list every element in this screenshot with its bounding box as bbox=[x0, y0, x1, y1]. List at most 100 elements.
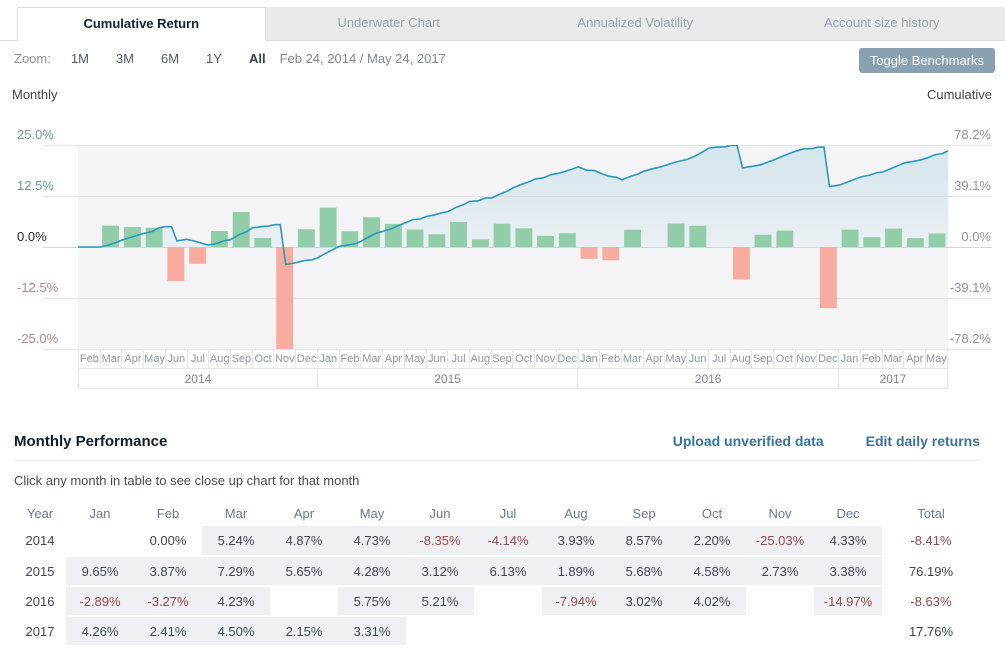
perf-month-cell[interactable]: -7.94% bbox=[542, 586, 610, 616]
perf-month-cell[interactable]: 4.23% bbox=[202, 586, 270, 616]
perf-month-cell[interactable]: 9.65% bbox=[66, 556, 134, 586]
perf-month-cell[interactable]: 2.41% bbox=[134, 616, 202, 646]
x-axis-month-label: Mar bbox=[621, 349, 643, 368]
perf-month-cell[interactable]: 2.20% bbox=[678, 526, 746, 556]
perf-month-cell[interactable]: 4.28% bbox=[338, 556, 406, 586]
perf-month-cell[interactable]: 3.38% bbox=[814, 556, 882, 586]
perf-month-cell bbox=[474, 616, 542, 646]
perf-month-cell[interactable]: 8.57% bbox=[610, 526, 678, 556]
x-axis-month-label: Aug bbox=[469, 349, 491, 368]
perf-month-cell[interactable]: 5.24% bbox=[202, 526, 270, 556]
x-axis-month-label: Apr bbox=[903, 349, 925, 368]
x-axis-month-label: Apr bbox=[121, 349, 143, 368]
perf-month-cell bbox=[270, 586, 338, 616]
zoom-range-1y[interactable]: 1Y bbox=[206, 51, 222, 66]
zoom-range-1m[interactable]: 1M bbox=[71, 51, 89, 66]
tab-cumulative-return[interactable]: Cumulative Return bbox=[17, 7, 266, 41]
monthly-return-bar bbox=[907, 238, 924, 247]
x-axis-month-label: Jul bbox=[708, 349, 730, 368]
perf-month-cell[interactable]: 7.29% bbox=[202, 556, 270, 586]
x-axis-month-label: Sep bbox=[491, 349, 513, 368]
perf-column-header-feb: Feb bbox=[134, 500, 202, 526]
right-axis-tick: -78.2% bbox=[950, 331, 991, 346]
perf-month-cell[interactable]: 3.93% bbox=[542, 526, 610, 556]
perf-month-cell[interactable]: 4.02% bbox=[678, 586, 746, 616]
right-axis-tick: 78.2% bbox=[954, 127, 991, 142]
perf-month-cell[interactable]: 5.21% bbox=[406, 586, 474, 616]
perf-month-cell[interactable]: 5.68% bbox=[610, 556, 678, 586]
edit-daily-returns-link[interactable]: Edit daily returns bbox=[866, 433, 980, 449]
perf-month-cell bbox=[678, 616, 746, 646]
perf-column-header-sep: Sep bbox=[610, 500, 678, 526]
perf-month-cell[interactable]: -8.35% bbox=[406, 526, 474, 556]
zoom-range-6m[interactable]: 6M bbox=[161, 51, 179, 66]
x-axis-year-label: 2017 bbox=[838, 369, 948, 388]
perf-month-cell[interactable]: 5.75% bbox=[338, 586, 406, 616]
monthly-return-bar bbox=[820, 247, 837, 308]
perf-month-cell[interactable]: 3.87% bbox=[134, 556, 202, 586]
tab-underwater-chart[interactable]: Underwater Chart bbox=[266, 7, 513, 40]
perf-month-cell[interactable]: 4.50% bbox=[202, 616, 270, 646]
cumulative-area bbox=[78, 145, 948, 264]
x-axis-month-label: Mar bbox=[100, 349, 122, 368]
x-axis-month-label: May bbox=[925, 349, 948, 368]
perf-month-cell[interactable]: 2.73% bbox=[746, 556, 814, 586]
perf-column-header-mar: Mar bbox=[202, 500, 270, 526]
x-axis-year-label: 2016 bbox=[577, 369, 838, 388]
perf-month-cell[interactable]: -4.14% bbox=[474, 526, 542, 556]
x-axis-year-label: 2014 bbox=[78, 369, 317, 388]
perf-column-header-jun: Jun bbox=[406, 500, 474, 526]
tab-annualized-volatility[interactable]: Annualized Volatility bbox=[512, 7, 759, 40]
perf-month-cell[interactable]: -2.89% bbox=[66, 586, 134, 616]
x-axis-month-label: Sep bbox=[751, 349, 773, 368]
x-axis-month-label: Jan bbox=[578, 349, 600, 368]
x-axis-month-label: May bbox=[664, 349, 686, 368]
perf-month-cell[interactable]: -14.97% bbox=[814, 586, 882, 616]
perf-month-cell[interactable]: 4.58% bbox=[678, 556, 746, 586]
perf-month-cell[interactable]: -25.03% bbox=[746, 526, 814, 556]
x-axis-month-label: Dec bbox=[816, 349, 838, 368]
x-axis-month-label: Jun bbox=[165, 349, 187, 368]
x-axis-month-label: Jul bbox=[447, 349, 469, 368]
axis-titles-row: Monthly Cumulative bbox=[0, 87, 1005, 103]
perf-month-cell[interactable]: 4.33% bbox=[814, 526, 882, 556]
upload-unverified-data-link[interactable]: Upload unverified data bbox=[673, 433, 824, 449]
perf-year-cell: 2015 bbox=[14, 556, 66, 586]
perf-month-cell[interactable]: 1.89% bbox=[542, 556, 610, 586]
perf-month-cell[interactable]: 4.73% bbox=[338, 526, 406, 556]
x-axis-month-label: Aug bbox=[730, 349, 752, 368]
perf-month-cell[interactable]: 3.31% bbox=[338, 616, 406, 646]
perf-month-cell bbox=[814, 616, 882, 646]
zoom-range-3m[interactable]: 3M bbox=[116, 51, 134, 66]
monthly-return-bar bbox=[428, 234, 445, 247]
perf-month-cell[interactable]: 4.26% bbox=[66, 616, 134, 646]
perf-month-cell[interactable]: 3.12% bbox=[406, 556, 474, 586]
perf-month-cell[interactable]: 4.87% bbox=[270, 526, 338, 556]
monthly-return-bar bbox=[450, 222, 467, 247]
perf-month-cell[interactable]: 0.00% bbox=[134, 526, 202, 556]
perf-month-cell bbox=[542, 616, 610, 646]
toggle-benchmarks-button[interactable]: Toggle Benchmarks bbox=[859, 48, 995, 73]
perf-month-cell bbox=[746, 616, 814, 646]
zoom-range-all[interactable]: All bbox=[249, 51, 266, 66]
x-axis-month-label: Feb bbox=[78, 349, 100, 368]
right-axis-title: Cumulative bbox=[927, 87, 992, 102]
table-hint-text: Click any month in table to see close up… bbox=[14, 473, 980, 488]
perf-month-cell[interactable]: -3.27% bbox=[134, 586, 202, 616]
monthly-return-bar bbox=[733, 247, 750, 279]
monthly-return-bar bbox=[407, 230, 424, 248]
right-axis-tick: -39.1% bbox=[950, 280, 991, 295]
perf-month-cell[interactable]: 6.13% bbox=[474, 556, 542, 586]
perf-column-header-total: Total bbox=[882, 500, 980, 526]
perf-month-cell[interactable]: 3.02% bbox=[610, 586, 678, 616]
plot-area[interactable] bbox=[78, 145, 948, 349]
left-axis-title: Monthly bbox=[12, 87, 58, 102]
x-axis-month-label: May bbox=[143, 349, 165, 368]
tab-account-size-history[interactable]: Account size history bbox=[759, 7, 1005, 40]
x-axis-month-label: Aug bbox=[208, 349, 230, 368]
perf-month-cell[interactable]: 5.65% bbox=[270, 556, 338, 586]
perf-month-cell[interactable]: 2.15% bbox=[270, 616, 338, 646]
monthly-return-bar bbox=[863, 237, 880, 247]
